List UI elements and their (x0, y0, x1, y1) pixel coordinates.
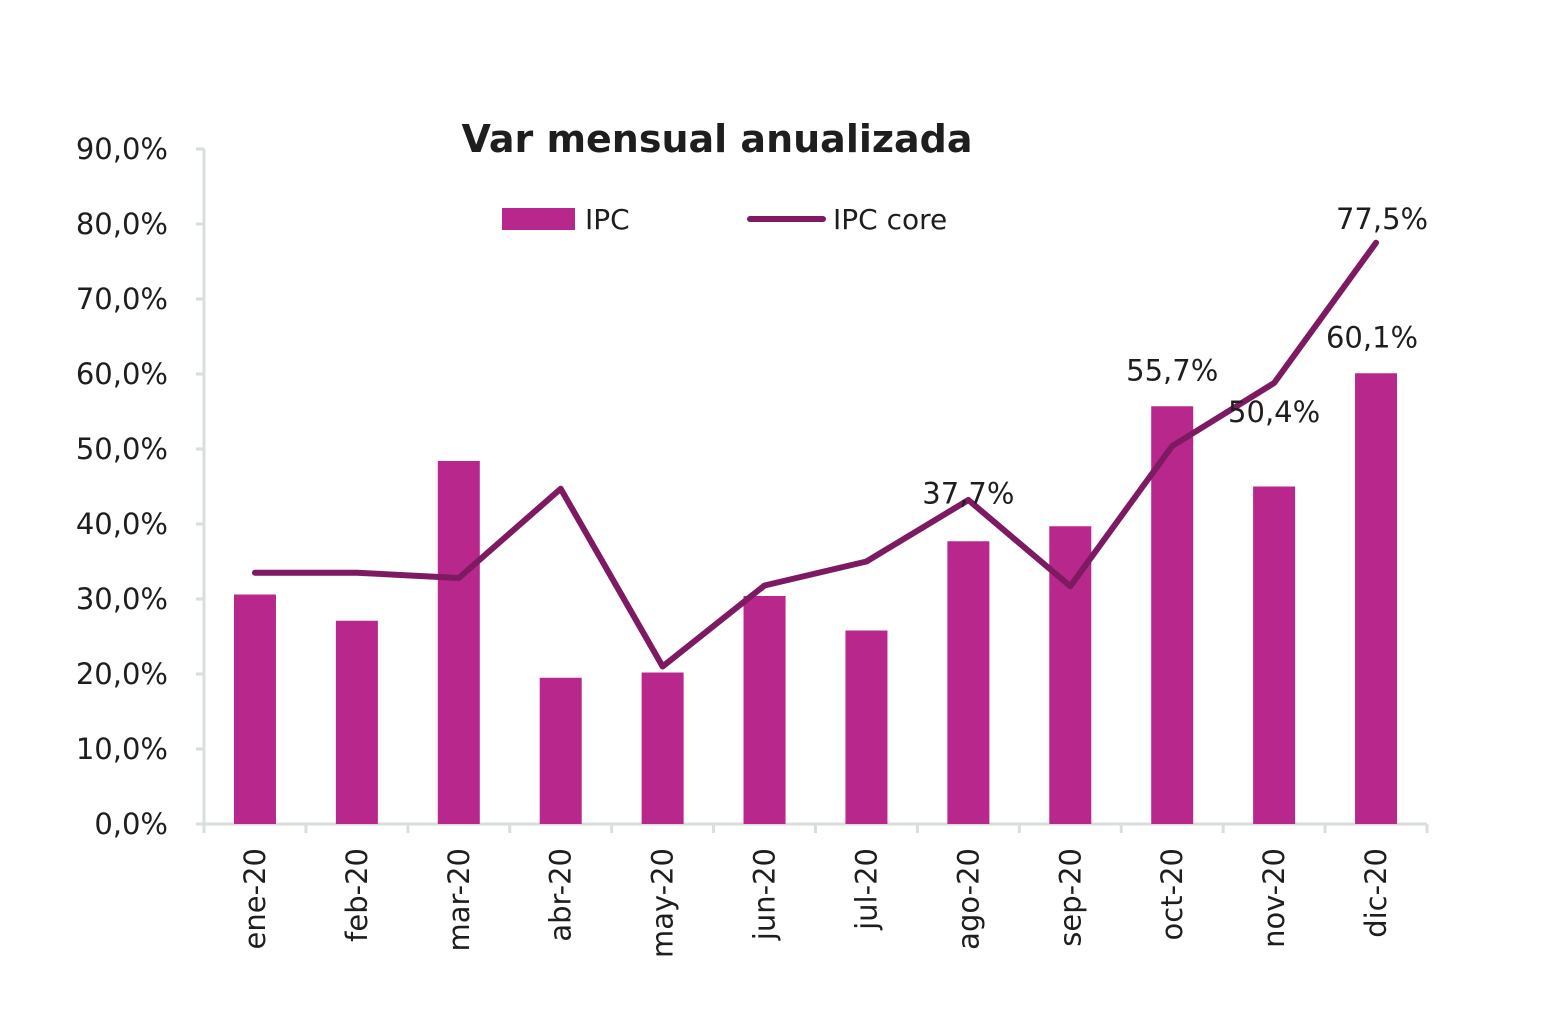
chart-title: Var mensual anualizada (462, 117, 973, 161)
bar-ene-20 (233, 594, 276, 824)
y-tick-label: 20,0% (76, 657, 168, 691)
x-tick-label: ago-20 (951, 848, 985, 950)
bar-jun-20 (743, 596, 786, 824)
x-tick-label: dic-20 (1359, 848, 1393, 938)
x-tick-label: jul-20 (849, 848, 883, 931)
line-series-ipc-core (251, 239, 1380, 670)
legend: IPC IPC core (502, 203, 947, 236)
data-label: 50,4% (1228, 395, 1320, 429)
bar-jul-20 (845, 630, 888, 824)
x-tick-label: sep-20 (1053, 848, 1087, 947)
bar-nov-20 (1253, 486, 1296, 824)
y-tick-label: 90,0% (76, 132, 168, 166)
y-axis: 0,0% 10,0% 20,0% 30,0% 40,0% 50,0% 60,0% 70,0% 8… (76, 132, 206, 841)
data-label: 55,7% (1126, 353, 1218, 387)
x-tick-label: abr-20 (544, 848, 578, 942)
y-tick-label: 40,0% (76, 507, 168, 541)
x-axis: ene-20 feb-20 mar-20 abr-20 may-20 jun-20 jul-… (202, 822, 1429, 958)
x-tick-label: ene-20 (238, 848, 272, 949)
data-labels: 37,7% 55,7% 50,4% 60,1% 77,5% (922, 202, 1428, 511)
legend-swatch-ipc (502, 208, 575, 230)
y-tick-label: 80,0% (76, 207, 168, 241)
bar-series-ipc (233, 373, 1398, 824)
bar-abr-20 (539, 677, 582, 824)
x-tick-label: may-20 (646, 848, 680, 958)
data-label: 60,1% (1326, 320, 1418, 354)
y-tick-label: 10,0% (76, 732, 168, 766)
y-tick-label: 30,0% (76, 582, 168, 616)
x-tick-label: feb-20 (340, 848, 374, 942)
bar-feb-20 (335, 620, 378, 824)
y-tick-label: 50,0% (76, 432, 168, 466)
bar-dic-20 (1355, 373, 1398, 824)
bar-oct-20 (1151, 406, 1194, 824)
bar-mar-20 (437, 461, 480, 824)
y-tick-label: 60,0% (76, 357, 168, 391)
y-tick-label: 0,0% (94, 807, 168, 841)
ipc-core-line (251, 239, 1380, 670)
data-label: 37,7% (922, 476, 1014, 510)
x-tick-label: mar-20 (442, 848, 476, 951)
bar-ago-20 (947, 541, 990, 824)
data-label: 77,5% (1336, 202, 1428, 236)
legend-label-ipc-core: IPC core (833, 203, 947, 236)
x-tick-label: jun-20 (748, 848, 782, 941)
legend-label-ipc: IPC (585, 203, 630, 236)
x-tick-label: nov-20 (1257, 848, 1291, 948)
x-tick-label: oct-20 (1155, 848, 1189, 940)
y-tick-label: 70,0% (76, 282, 168, 316)
bar-may-20 (641, 672, 684, 824)
